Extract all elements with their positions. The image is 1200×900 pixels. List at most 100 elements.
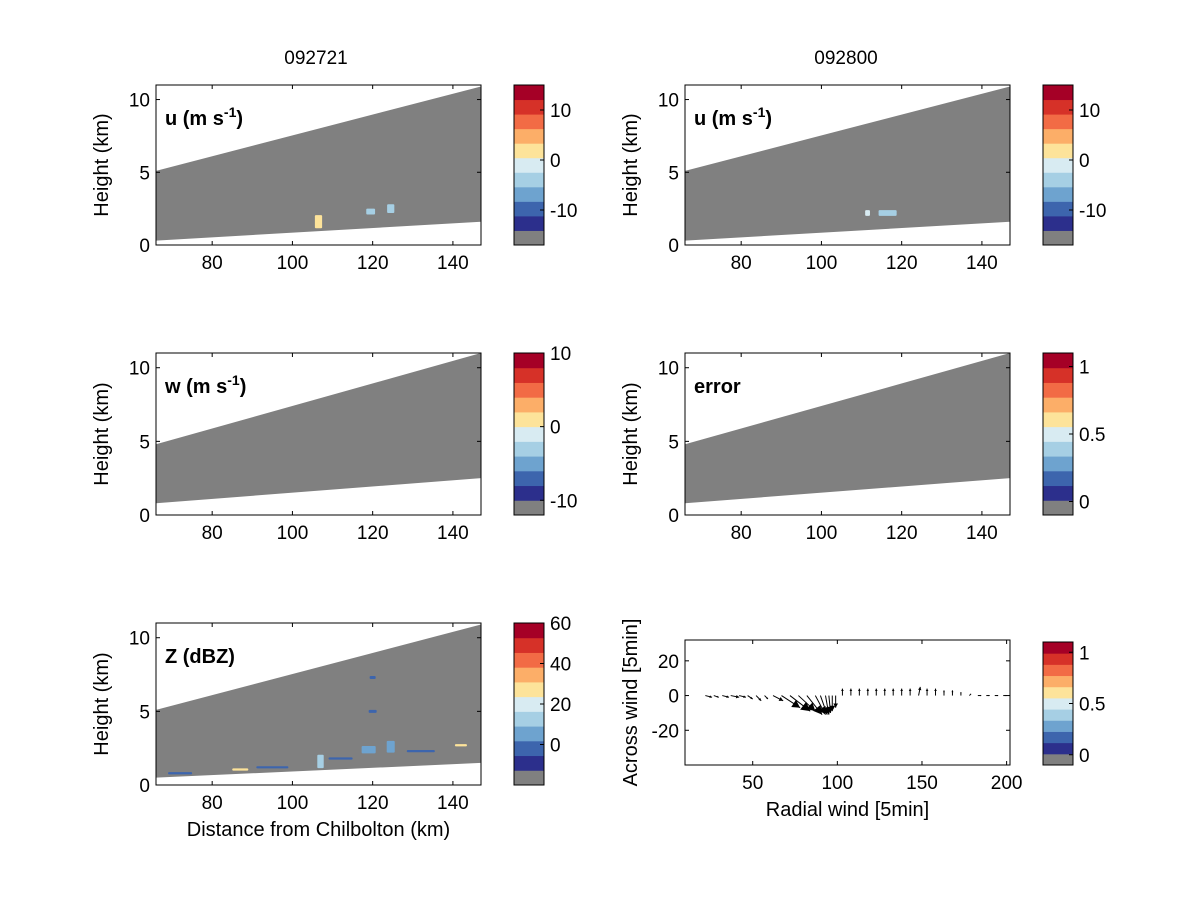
wind-arrow-head xyxy=(833,703,838,708)
data-patch xyxy=(406,750,435,753)
wind-arrow-head xyxy=(908,688,912,692)
colorbar-swatch xyxy=(1043,456,1073,472)
y-tick-label: 0 xyxy=(139,236,150,257)
x-tick-label: 100 xyxy=(277,523,309,544)
wind-arrow-head xyxy=(750,696,753,700)
x-tick-label: 100 xyxy=(277,253,309,274)
panel-label-text: u (m s xyxy=(165,108,224,130)
x-tick-label: 140 xyxy=(437,793,469,814)
panel-label: error xyxy=(694,376,741,398)
wind-arrow-head xyxy=(883,688,887,692)
wind-arrow-head xyxy=(970,693,972,695)
wind-arrow-head xyxy=(778,696,784,701)
x-axis-label: Distance from Chilbolton (km) xyxy=(187,819,450,841)
wind-arrow-head xyxy=(726,695,730,698)
y-axis-label: Across wind [5min] xyxy=(620,619,642,787)
plot-area xyxy=(685,86,1010,241)
colorbar-swatch xyxy=(514,201,544,217)
y-tick-label: 10 xyxy=(658,91,679,112)
colorbar-swatch xyxy=(514,441,544,457)
panel-label-superscript: -1 xyxy=(753,104,766,120)
wind-arrow-head xyxy=(766,697,768,700)
colorbar-tick-label: -10 xyxy=(550,491,577,512)
colorbar-swatch xyxy=(514,740,544,757)
x-tick-label: 80 xyxy=(202,523,223,544)
colorbar-swatch xyxy=(514,157,544,173)
wind-arrow-head xyxy=(900,688,904,692)
panel-label-superscript: -1 xyxy=(227,372,240,388)
y-tick-label: 20 xyxy=(658,652,679,673)
colorbar-tick-label: -10 xyxy=(550,201,577,222)
wind-arrow-head xyxy=(735,695,740,699)
wind-arrow-head xyxy=(818,706,826,715)
y-tick-label: 5 xyxy=(668,163,679,184)
colorbar-swatch xyxy=(514,172,544,188)
wind-arrow-head xyxy=(925,688,929,692)
colorbar-swatch xyxy=(514,411,544,428)
y-tick-label: -20 xyxy=(652,721,679,742)
plot-area xyxy=(156,353,481,504)
panel-label: w (m s-1) xyxy=(164,372,246,398)
colorbar-swatch xyxy=(514,397,544,413)
colorbar-tick-label: 10 xyxy=(550,344,571,365)
x-tick-label: 120 xyxy=(886,523,918,544)
colorbar-swatch xyxy=(514,99,544,115)
wind-arrow-head xyxy=(758,697,762,701)
wind-arrow-head xyxy=(934,688,937,692)
y-axis-label: Height (km) xyxy=(91,382,113,485)
x-tick-label: 140 xyxy=(966,253,998,274)
colorbar-swatch xyxy=(1043,114,1073,130)
y-tick-label: 0 xyxy=(139,506,150,527)
wind-arrow-head xyxy=(841,688,844,692)
data-patch xyxy=(865,210,870,216)
plot-area xyxy=(705,686,1007,715)
y-axis-label: Height (km) xyxy=(620,382,642,485)
panel-z_left: 80 100 120 140 0 5 10 Height (km) Distance from … xyxy=(91,614,571,841)
x-tick-label: 140 xyxy=(437,523,469,544)
colorbar-swatch xyxy=(514,143,544,159)
colorbar-swatch xyxy=(514,696,544,712)
wind-arrow-head xyxy=(951,690,954,693)
data-patch xyxy=(328,757,353,760)
x-tick-label: 140 xyxy=(966,523,998,544)
colorbar-swatch xyxy=(514,726,544,742)
radar-beam xyxy=(156,624,481,778)
panel-label: Z (dBZ) xyxy=(165,646,235,668)
wind-arrow-head xyxy=(980,694,982,697)
colorbar-tick-label: -10 xyxy=(1079,201,1106,222)
left-column-title: 092721 xyxy=(284,48,347,69)
right-column-title: 092800 xyxy=(814,48,877,69)
colorbar-swatch xyxy=(514,500,544,516)
colorbar-swatch xyxy=(514,623,544,639)
colorbar-swatch xyxy=(1043,143,1073,159)
colorbar-swatch xyxy=(1043,411,1073,428)
axes-frame xyxy=(155,622,482,786)
y-tick-label: 10 xyxy=(129,91,150,112)
data-patch xyxy=(256,766,289,769)
x-tick-label: 80 xyxy=(202,253,223,274)
wind-arrow-head xyxy=(988,694,990,697)
x-tick-label: 100 xyxy=(806,253,838,274)
colorbar-swatch xyxy=(1043,215,1073,231)
colorbar-swatch xyxy=(514,637,544,653)
y-tick-label: 0 xyxy=(668,236,679,257)
colorbar-swatch xyxy=(514,382,544,398)
wind-arrow-head xyxy=(813,705,823,715)
axes-background xyxy=(685,640,1010,765)
x-tick-label: 200 xyxy=(991,773,1023,794)
colorbar-swatch xyxy=(1043,470,1073,487)
colorbar-swatch xyxy=(1043,426,1073,442)
wind-arrow-head xyxy=(960,692,962,694)
panel-label: u (m s-1) xyxy=(694,104,772,130)
colorbar-swatch xyxy=(514,667,544,683)
colorbar-swatch xyxy=(1043,186,1073,202)
colorbar-swatch xyxy=(514,711,544,727)
plot-area xyxy=(685,353,1010,504)
x-tick-label: 80 xyxy=(731,523,752,544)
x-tick-label: 50 xyxy=(742,773,763,794)
colorbar-tick-label: 60 xyxy=(550,614,571,635)
x-tick-label: 120 xyxy=(357,253,389,274)
panel-label-text: Z (dBZ) xyxy=(165,646,235,668)
radar-beam xyxy=(685,86,1010,241)
